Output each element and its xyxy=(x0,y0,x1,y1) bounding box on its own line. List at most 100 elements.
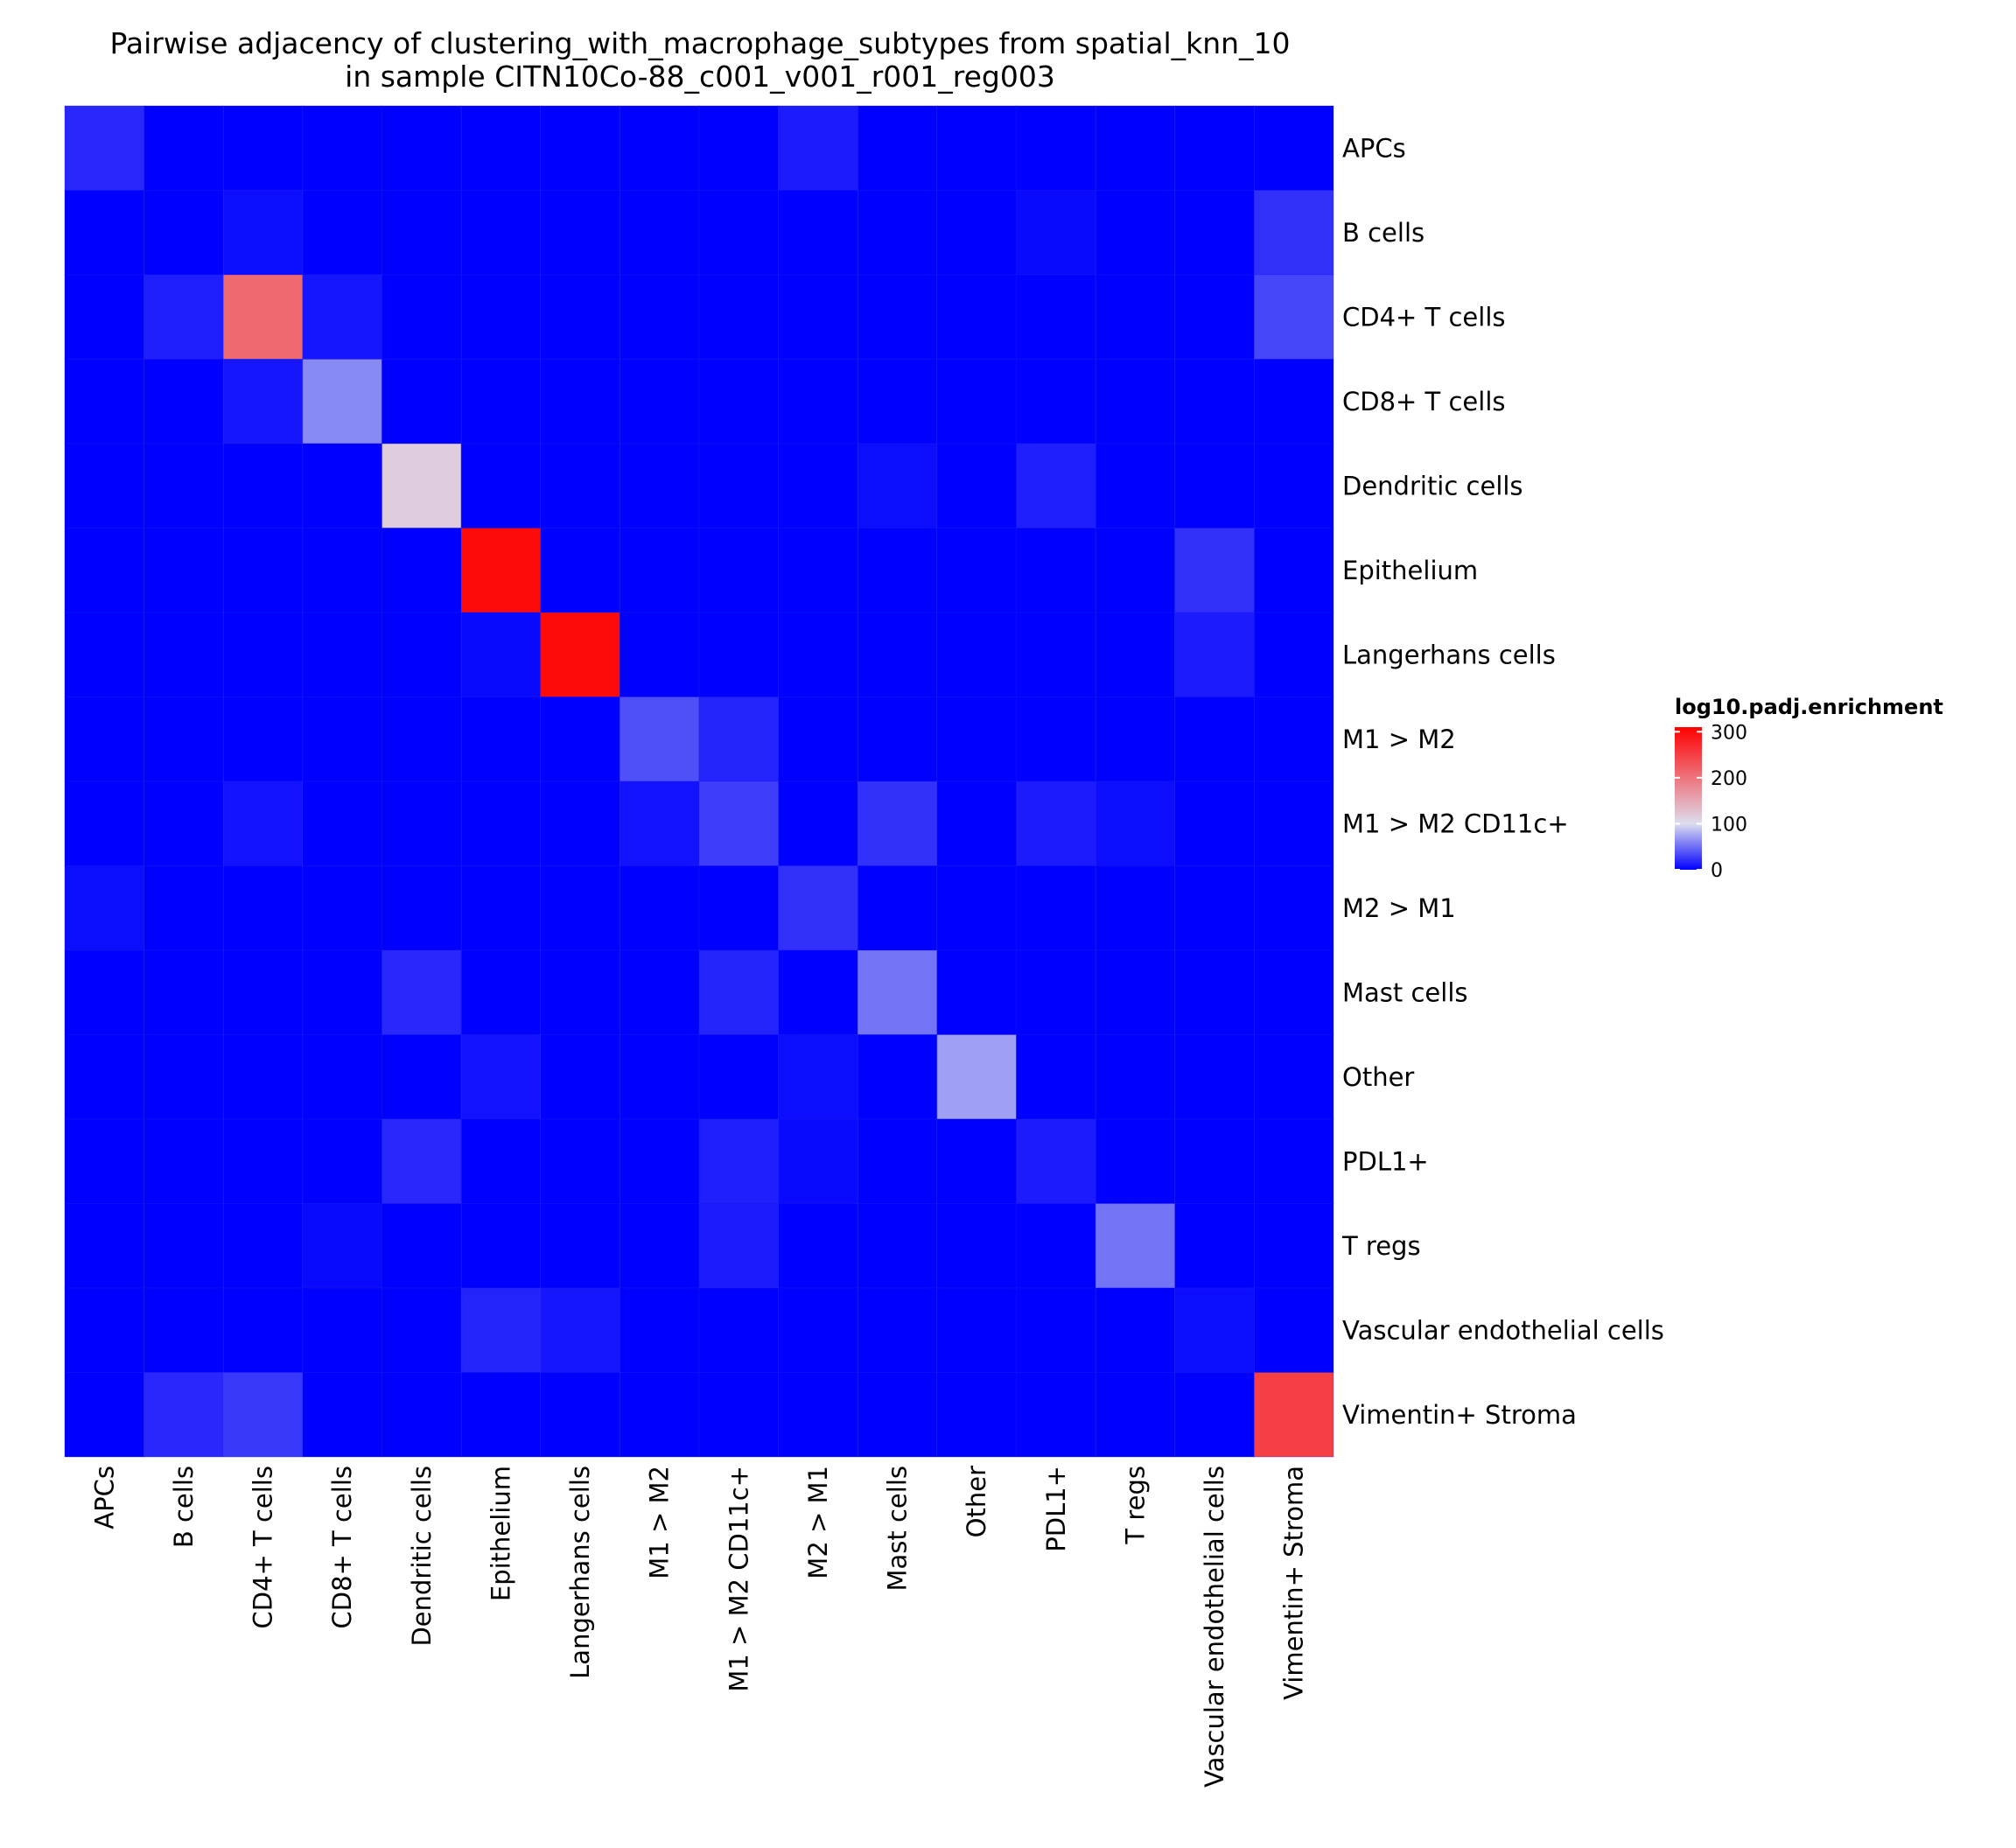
chart-title-line-2: in sample CITN10Co-88_c001_v001_r001_reg… xyxy=(345,60,1055,94)
row-label: APCs xyxy=(1342,133,1406,163)
heatmap-cell xyxy=(64,105,145,191)
heatmap-cell xyxy=(540,696,620,782)
heatmap-cell xyxy=(144,105,224,191)
heatmap-cell xyxy=(222,949,304,1035)
heatmap-cell xyxy=(64,949,145,1035)
heatmap-cell xyxy=(698,1203,780,1289)
heatmap-cell xyxy=(222,1372,304,1458)
heatmap-cell xyxy=(698,949,780,1035)
heatmap-cell xyxy=(1253,696,1334,782)
heatmap-cell xyxy=(382,190,462,276)
heatmap-cell xyxy=(1095,359,1176,444)
heatmap-cell xyxy=(460,780,542,866)
heatmap-cell xyxy=(619,949,700,1035)
heatmap-cell xyxy=(619,780,700,866)
heatmap-cell xyxy=(222,1203,304,1289)
row-label: CD8+ T cells xyxy=(1342,387,1506,416)
column-label: Langerhans cells xyxy=(565,1466,595,1679)
heatmap-cell xyxy=(144,190,224,276)
heatmap-cell xyxy=(936,105,1018,191)
heatmap-cell xyxy=(619,528,700,613)
heatmap-cell xyxy=(540,528,620,613)
heatmap-cell xyxy=(1174,443,1255,528)
heatmap-cell xyxy=(1253,1034,1334,1120)
heatmap-cell xyxy=(64,1287,145,1373)
heatmap-cell xyxy=(460,274,542,360)
heatmap-cell xyxy=(540,1118,620,1204)
row-labels: APCs B cells CD4+ T cells CD8+ T cells Dendr… xyxy=(1341,133,1664,1430)
heatmap-cell xyxy=(1016,696,1096,782)
column-label: APCs xyxy=(89,1466,119,1530)
heatmap-cell xyxy=(778,1203,858,1289)
heatmap-cell xyxy=(936,780,1018,866)
row-label: Vascular endothelial cells xyxy=(1342,1315,1664,1345)
heatmap-cell xyxy=(936,190,1018,276)
heatmap-cell xyxy=(1016,780,1096,866)
heatmap-cell xyxy=(64,359,145,444)
heatmap-cell xyxy=(936,865,1018,951)
row-label: Langerhans cells xyxy=(1342,640,1556,669)
heatmap-cell xyxy=(222,105,304,191)
heatmap-cell xyxy=(382,1287,462,1373)
heatmap-cell xyxy=(1253,780,1334,866)
heatmap-cell xyxy=(382,1372,462,1458)
heatmap-cell xyxy=(302,105,383,191)
heatmap-cell xyxy=(698,105,780,191)
heatmap-cell xyxy=(222,612,304,697)
heatmap-cell xyxy=(857,1287,938,1373)
heatmap-cell xyxy=(1016,1203,1096,1289)
heatmap-cell xyxy=(302,696,383,782)
heatmap-cell xyxy=(1095,1372,1176,1458)
heatmap-cell xyxy=(936,528,1018,613)
color-legend: log10.padj.enrichment 0 100 200 300 xyxy=(1675,695,1943,882)
heatmap-cell xyxy=(1253,1203,1334,1289)
column-label: PDL1+ xyxy=(1041,1466,1071,1552)
heatmap-cell xyxy=(1016,359,1096,444)
heatmap-cell xyxy=(382,865,462,951)
heatmap-cell xyxy=(1016,1118,1096,1204)
heatmap-cell xyxy=(382,274,462,360)
heatmap-cell xyxy=(144,528,224,613)
row-label: Vimentin+ Stroma xyxy=(1342,1400,1577,1430)
heatmap-cell xyxy=(144,780,224,866)
heatmap-cell xyxy=(222,780,304,866)
heatmap-cell xyxy=(936,1118,1018,1204)
heatmap-cell xyxy=(619,1203,700,1289)
heatmap-cell xyxy=(222,274,304,360)
heatmap-cell xyxy=(936,1287,1018,1373)
heatmap-cell xyxy=(619,274,700,360)
heatmap-cell xyxy=(540,443,620,528)
chart-title-line-1: Pairwise adjacency of clustering_with_ma… xyxy=(109,26,1290,60)
heatmap-cell xyxy=(144,1034,224,1120)
heatmap-cell xyxy=(1095,105,1176,191)
heatmap-cell xyxy=(698,1287,780,1373)
heatmap-cell xyxy=(857,612,938,697)
heatmap-cell xyxy=(302,780,383,866)
heatmap-cell xyxy=(222,1034,304,1120)
row-label: M1 > M2 CD11c+ xyxy=(1342,808,1569,838)
heatmap-cell xyxy=(64,865,145,951)
heatmap-cell xyxy=(64,1372,145,1458)
heatmap-cell xyxy=(64,696,145,782)
heatmap-cell xyxy=(144,612,224,697)
heatmap-cell xyxy=(698,1034,780,1120)
heatmap-cell xyxy=(144,949,224,1035)
heatmap-cell xyxy=(1174,528,1255,613)
heatmap-cell xyxy=(619,1118,700,1204)
heatmap-cell xyxy=(619,105,700,191)
heatmap-cell xyxy=(698,780,780,866)
heatmap-cell xyxy=(1095,780,1176,866)
heatmap-cell xyxy=(382,1118,462,1204)
heatmap-cell xyxy=(698,1372,780,1458)
heatmap-cell xyxy=(936,1203,1018,1289)
heatmap-cell xyxy=(778,1287,858,1373)
heatmap-cell xyxy=(778,105,858,191)
heatmap-cell xyxy=(1174,1203,1255,1289)
heatmap-cell xyxy=(1174,696,1255,782)
heatmap-cell xyxy=(698,865,780,951)
heatmap-cell xyxy=(1174,1034,1255,1120)
heatmap-cell xyxy=(1016,865,1096,951)
heatmap-cell xyxy=(778,612,858,697)
heatmap-cell xyxy=(540,780,620,866)
